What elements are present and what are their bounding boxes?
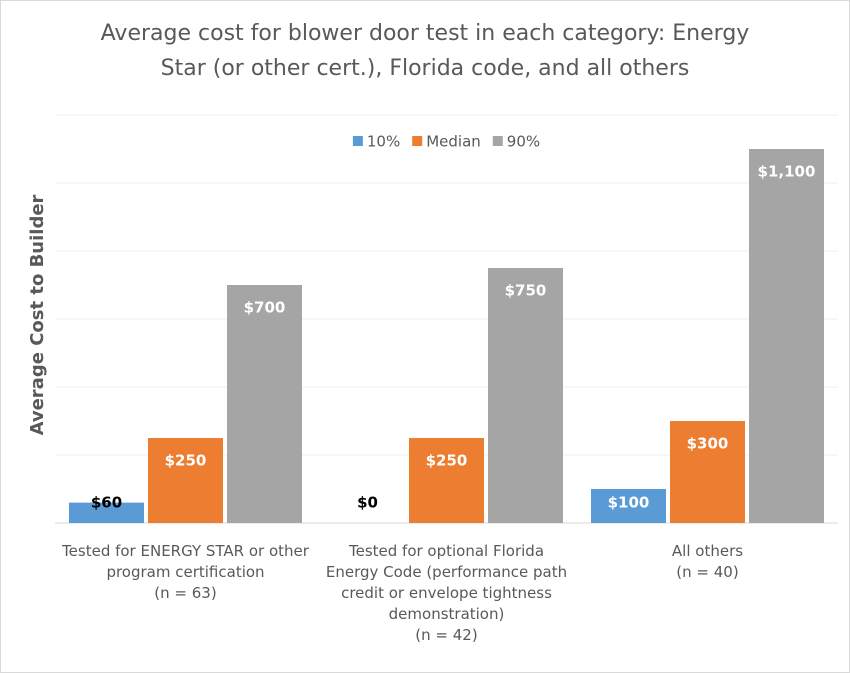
value-label: $700 bbox=[244, 299, 286, 317]
x-tick-label: All others (n = 40) bbox=[671, 542, 744, 581]
value-label: $250 bbox=[165, 452, 207, 470]
value-label: $750 bbox=[505, 282, 547, 300]
bar bbox=[488, 268, 563, 523]
y-axis-label: Average Cost to Builder bbox=[27, 194, 48, 435]
legend-label: Median bbox=[426, 133, 481, 151]
bar bbox=[591, 489, 666, 523]
legend-label: 10% bbox=[367, 133, 400, 151]
legend-swatch bbox=[492, 136, 503, 146]
legend-label: 90% bbox=[507, 133, 540, 151]
x-tick-label: Tested for ENERGY STAR or other program … bbox=[62, 542, 309, 602]
legend-swatch bbox=[412, 136, 423, 146]
bar bbox=[749, 149, 824, 523]
bar bbox=[148, 438, 223, 523]
value-label: $300 bbox=[687, 435, 729, 453]
bar bbox=[69, 502, 144, 523]
value-label: $1,100 bbox=[758, 163, 816, 181]
chart-title: Average cost for blower door test in eac… bbox=[100, 21, 750, 81]
value-label: $0 bbox=[357, 494, 378, 512]
bar bbox=[409, 438, 484, 523]
value-label: $250 bbox=[426, 452, 468, 470]
x-tick-label: Tested for optional Florida Energy Code … bbox=[325, 542, 568, 644]
bar bbox=[227, 285, 302, 523]
legend-swatch bbox=[352, 136, 363, 146]
value-label: $100 bbox=[608, 494, 650, 512]
value-label: $60 bbox=[91, 494, 122, 512]
bar bbox=[670, 421, 745, 523]
